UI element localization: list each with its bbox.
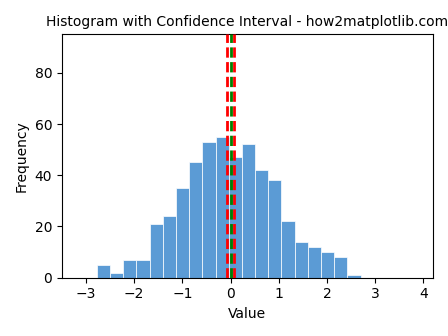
Bar	[215, 137, 229, 278]
Bar	[242, 144, 255, 278]
X-axis label: Value: Value	[228, 307, 267, 321]
Bar	[281, 221, 295, 278]
Bar	[150, 224, 163, 278]
Title: Histogram with Confidence Interval - how2matplotlib.com: Histogram with Confidence Interval - how…	[47, 15, 448, 29]
Bar	[189, 162, 202, 278]
Bar	[334, 257, 347, 278]
Bar	[255, 170, 268, 278]
Bar	[137, 260, 150, 278]
Bar	[176, 188, 189, 278]
Bar	[97, 265, 110, 278]
Bar	[123, 260, 137, 278]
Bar	[295, 242, 308, 278]
Bar	[163, 216, 176, 278]
Bar	[110, 272, 123, 278]
Bar	[202, 142, 215, 278]
Bar	[229, 157, 242, 278]
Y-axis label: Frequency: Frequency	[15, 120, 29, 192]
Bar	[321, 252, 334, 278]
Bar	[347, 275, 361, 278]
Bar	[268, 180, 281, 278]
Bar	[308, 247, 321, 278]
